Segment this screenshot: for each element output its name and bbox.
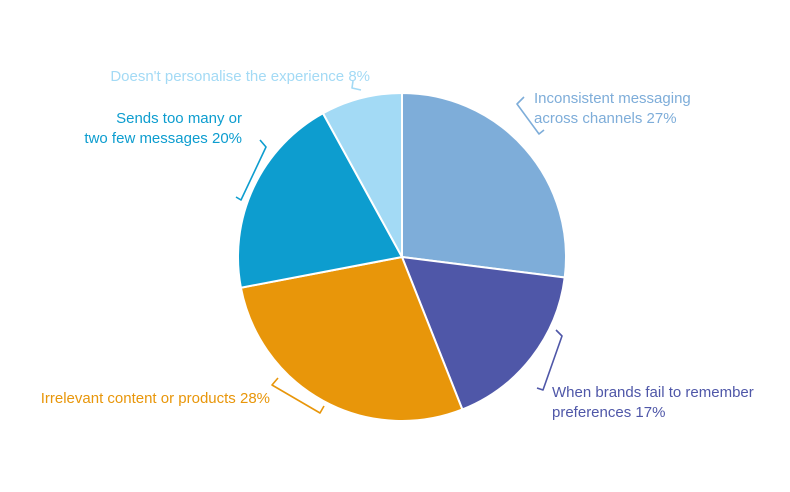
slice-label-line: across channels 27% bbox=[534, 110, 677, 127]
leader-line-2 bbox=[536, 329, 563, 391]
slice-label-line: preferences 17% bbox=[552, 404, 665, 421]
pie-slice-2 bbox=[401, 256, 566, 411]
slice-label-line: Sends too many or bbox=[116, 110, 242, 127]
slice-label-line: Doesn't personalise the experience 8% bbox=[110, 68, 370, 85]
label-leaders bbox=[235, 80, 563, 414]
slice-label-line: When brands fail to remember bbox=[552, 384, 754, 401]
leader-line-1 bbox=[516, 96, 545, 135]
slice-label-2: When brands fail to remember preferences … bbox=[552, 384, 754, 421]
pie-slice-3 bbox=[239, 256, 464, 422]
slice-label-1: Inconsistent messaging across channels 27… bbox=[534, 90, 691, 127]
pie-slice-1 bbox=[401, 92, 568, 279]
leader-line-3 bbox=[271, 377, 325, 414]
leader-line-5 bbox=[351, 80, 362, 91]
slice-labels: Inconsistent messaging across channels 27… bbox=[41, 68, 754, 421]
slice-label-line: Inconsistent messaging bbox=[534, 90, 691, 107]
slice-label-4: Sends too many or two few messages 20% bbox=[84, 110, 242, 147]
pie-slice-5 bbox=[321, 92, 403, 258]
pie-slice-4 bbox=[236, 112, 403, 289]
slice-label-5: Doesn't personalise the experience 8% bbox=[110, 68, 370, 85]
slice-label-line: Irrelevant content or products 28% bbox=[41, 390, 270, 407]
slice-label-line: two few messages 20% bbox=[84, 130, 242, 147]
pie-slices bbox=[236, 92, 568, 422]
leader-line-4 bbox=[235, 139, 267, 201]
slice-label-3: Irrelevant content or products 28% bbox=[41, 390, 270, 407]
